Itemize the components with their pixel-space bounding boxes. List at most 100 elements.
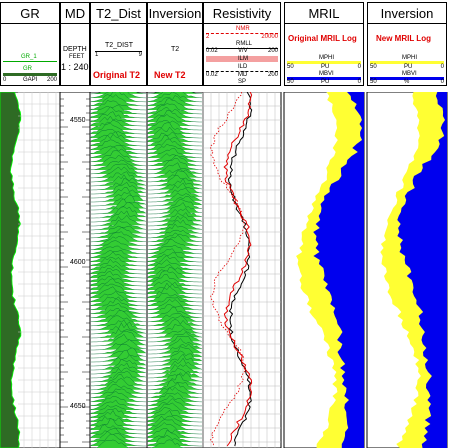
inv-mbvi-label: MBVI bbox=[402, 71, 417, 77]
column-title: Inversion bbox=[148, 5, 202, 21]
waveform-trace bbox=[147, 398, 203, 411]
waveform-trace bbox=[90, 264, 146, 275]
inv-mbvi-right: 0 bbox=[440, 79, 444, 85]
waveform-trace bbox=[147, 307, 203, 319]
waveform-trace bbox=[95, 439, 130, 448]
waveform-trace bbox=[147, 162, 203, 175]
resistivity-track bbox=[202, 92, 282, 448]
nmr-curve-label: NMR bbox=[236, 26, 250, 32]
inv-mbvi-left: 50 bbox=[370, 79, 377, 85]
waveform-trace bbox=[147, 313, 203, 323]
waveform-trace bbox=[147, 244, 203, 255]
t2-dist-curve-label: T2_DIST bbox=[105, 42, 134, 49]
sp-curve-label: SP bbox=[238, 79, 247, 85]
waveform-trace bbox=[90, 378, 147, 391]
waveform-trace bbox=[90, 258, 146, 271]
waveform-trace bbox=[91, 187, 147, 199]
gr-curve-label: GR bbox=[23, 66, 32, 72]
depth-label-4600: 4600 bbox=[70, 259, 86, 266]
depth-ticks bbox=[60, 92, 90, 443]
waveform-trace bbox=[90, 155, 147, 167]
gr-scale-left: 0 bbox=[3, 77, 7, 83]
waveform-trace bbox=[147, 215, 203, 227]
column-title: Inversion bbox=[380, 5, 434, 21]
waveform-trace bbox=[90, 415, 146, 427]
gr-curve-swatch bbox=[3, 73, 57, 76]
waveform-trace bbox=[90, 404, 147, 415]
waveform-trace bbox=[90, 219, 147, 231]
t2-curve-label: T2 bbox=[171, 46, 180, 53]
waveform-trace bbox=[150, 439, 185, 448]
rmll-scale-right: 200 bbox=[267, 48, 278, 54]
depth-label-4550: 4550 bbox=[70, 117, 86, 124]
mril-mbvi-left: 50 bbox=[287, 79, 294, 85]
gr-track bbox=[0, 92, 61, 448]
nmr-curve-line bbox=[206, 33, 278, 34]
ild-curve-line bbox=[206, 71, 278, 72]
md-track: 4550 4600 4650 bbox=[59, 92, 91, 448]
original-mril-title: Original MRIL Log bbox=[288, 34, 357, 43]
column-header-t2dist[interactable]: T2_Dist bbox=[90, 2, 147, 24]
waveform-trace bbox=[90, 391, 147, 403]
mril-mphi-unit: PU bbox=[321, 64, 330, 70]
waveform-trace bbox=[147, 131, 202, 143]
depth-scale: 1 : 240 bbox=[61, 62, 89, 72]
inv-mbvi-fill bbox=[397, 92, 447, 448]
mril-mbvi-fill bbox=[313, 92, 364, 448]
inverted-t2-waveforms bbox=[147, 92, 203, 448]
waveform-trace bbox=[147, 255, 203, 267]
column-header-resistivity[interactable]: Resistivity bbox=[203, 2, 281, 24]
t2-dist-curve-line bbox=[95, 51, 142, 52]
ild-unit: MD bbox=[238, 72, 248, 78]
waveform-trace bbox=[91, 347, 147, 359]
inv-mbvi-swatch bbox=[370, 77, 444, 80]
waveform-trace bbox=[147, 379, 203, 391]
ild-curve bbox=[227, 92, 253, 447]
t2-dist-legend: T2_DIST 1 9 Original T2 bbox=[90, 24, 147, 86]
rmll-curve-line bbox=[206, 48, 278, 49]
mril-mphi-swatch bbox=[287, 61, 361, 64]
waveform-trace bbox=[90, 240, 147, 251]
mril-track bbox=[283, 92, 365, 448]
depth-label: DEPTH bbox=[63, 46, 87, 53]
column-header-gr[interactable]: GR bbox=[0, 2, 60, 24]
log-tracks[interactable]: 4550 4600 4650 bbox=[0, 92, 450, 448]
nmr-scale-left: 2 bbox=[206, 34, 210, 40]
mril-legend: Original MRIL Log MPHI 50 PU 0 MBVI 50 P… bbox=[284, 24, 364, 86]
waveform-trace bbox=[90, 236, 147, 246]
waveform-trace bbox=[90, 431, 146, 443]
waveform-trace bbox=[147, 157, 203, 170]
ilm-curve-swatch bbox=[206, 56, 278, 62]
rmll-unit: V/V bbox=[238, 48, 248, 54]
waveform-trace bbox=[147, 148, 203, 159]
rmll-scale-left: 0.02 bbox=[206, 48, 218, 54]
column-header-inversion-t2[interactable]: Inversion bbox=[147, 2, 203, 24]
column-header-mril[interactable]: MRIL bbox=[284, 2, 364, 24]
gr-scale-right: 200 bbox=[46, 77, 57, 83]
waveform-trace bbox=[90, 331, 147, 343]
waveform-trace bbox=[147, 292, 203, 303]
ilm-curve bbox=[223, 92, 253, 447]
waveform-trace bbox=[147, 235, 203, 247]
column-header-inversion-mril[interactable]: Inversion bbox=[367, 2, 447, 24]
waveform-trace bbox=[147, 135, 203, 147]
waveform-trace bbox=[90, 145, 147, 155]
column-header-md[interactable]: MD bbox=[60, 2, 90, 24]
inversion-t2-legend: T2 New T2 bbox=[147, 24, 203, 86]
waveform-trace bbox=[148, 182, 203, 195]
waveform-trace bbox=[148, 212, 203, 223]
depth-label-4650: 4650 bbox=[70, 403, 86, 410]
waveform-trace bbox=[147, 168, 203, 179]
waveform-trace bbox=[147, 298, 202, 311]
waveform-trace bbox=[147, 323, 203, 335]
column-title: GR bbox=[20, 5, 40, 21]
mril-mphi-label: MPHI bbox=[319, 55, 334, 61]
waveform-trace bbox=[90, 399, 147, 411]
inversion-mril-legend: New MRIL Log MPHI 50 PU 0 MBVI 50 % 0 bbox=[367, 24, 447, 86]
gr-unit: GAPI bbox=[23, 77, 38, 83]
waveform-trace bbox=[90, 245, 147, 255]
mril-mbvi-label: MBVI bbox=[319, 71, 334, 77]
inversion-t2-track bbox=[146, 92, 204, 448]
waveform-trace bbox=[148, 178, 203, 191]
inversion-mril-track bbox=[366, 92, 448, 448]
